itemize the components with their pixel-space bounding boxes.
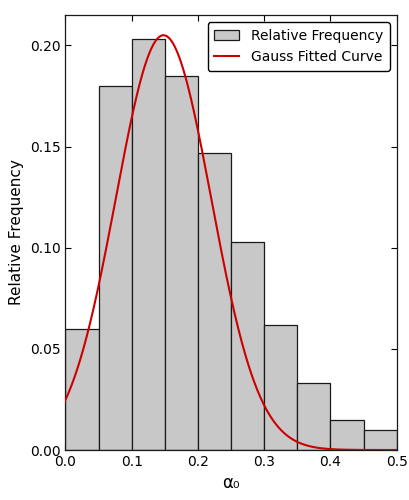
Legend: Relative Frequency, Gauss Fitted Curve: Relative Frequency, Gauss Fitted Curve bbox=[207, 22, 390, 71]
Bar bbox=[99, 86, 132, 450]
Bar bbox=[165, 76, 198, 450]
Bar bbox=[231, 242, 264, 450]
Bar bbox=[364, 430, 397, 450]
Bar bbox=[65, 328, 99, 450]
Bar bbox=[132, 40, 165, 450]
Bar bbox=[198, 152, 231, 450]
Bar bbox=[330, 420, 364, 450]
Bar bbox=[264, 324, 297, 450]
X-axis label: α₀: α₀ bbox=[222, 474, 240, 492]
Y-axis label: Relative Frequency: Relative Frequency bbox=[9, 160, 24, 306]
Bar bbox=[297, 383, 330, 450]
